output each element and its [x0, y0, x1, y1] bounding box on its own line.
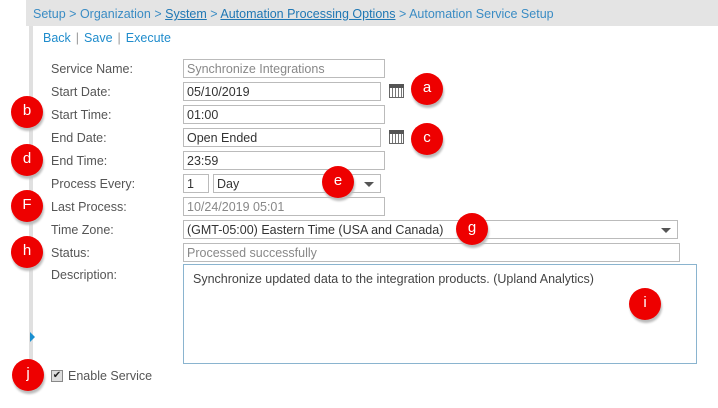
start-date-field[interactable]: 05/10/2019 [183, 82, 381, 101]
breadcrumb-setup: Setup [33, 7, 66, 21]
last-process-label: Last Process: [51, 200, 127, 214]
end-time-label: End Time: [51, 154, 108, 168]
process-every-unit-value: Day [217, 177, 240, 191]
breadcrumb-bar [26, 0, 718, 26]
breadcrumb-organization: Organization [79, 7, 151, 21]
callout-a: a [411, 73, 443, 105]
callout-c: c [411, 123, 443, 155]
breadcrumb-automation-processing-options-link[interactable]: Automation Processing Options [220, 7, 396, 21]
callout-i: i [629, 288, 661, 320]
enable-service-label: Enable Service [68, 369, 153, 383]
expand-arrow-icon[interactable] [30, 332, 35, 342]
action-bar: Back | Save | Execute [43, 31, 171, 45]
action-separator: | [117, 31, 121, 45]
start-time-label: Start Time: [51, 108, 112, 122]
description-textarea[interactable]: Synchronize updated data to the integrat… [183, 264, 697, 364]
service-name-label: Service Name: [51, 62, 133, 76]
callout-b: b [11, 96, 43, 128]
end-time-field[interactable]: 23:59 [183, 151, 385, 170]
breadcrumb-system-link[interactable]: System [165, 7, 207, 21]
process-every-count-field[interactable]: 1 [183, 174, 209, 193]
action-separator: | [75, 31, 80, 45]
start-time-field[interactable]: 01:00 [183, 105, 385, 124]
callout-h: h [11, 236, 43, 268]
callout-j: j [12, 359, 44, 391]
last-process-field: 10/24/2019 05:01 [183, 197, 385, 216]
calendar-icon[interactable] [389, 130, 404, 144]
start-date-label: Start Date: [51, 85, 111, 99]
save-link[interactable]: Save [84, 31, 113, 45]
breadcrumb-separator: > [210, 7, 218, 21]
time-zone-value: (GMT-05:00) Eastern Time (USA and Canada… [187, 223, 444, 237]
breadcrumb-separator: > [398, 7, 407, 21]
callout-f: F [11, 190, 43, 222]
back-link[interactable]: Back [43, 31, 71, 45]
execute-link[interactable]: Execute [125, 31, 171, 45]
breadcrumb-separator: > [154, 7, 162, 21]
breadcrumb: Setup > Organization > System > Automati… [33, 7, 554, 21]
calendar-icon[interactable] [389, 84, 404, 98]
end-date-field[interactable]: Open Ended [183, 128, 381, 147]
process-every-label: Process Every: [51, 177, 136, 191]
callout-g: g [456, 213, 488, 245]
status-label: Status: [51, 246, 90, 260]
breadcrumb-current: Automation Service Setup [409, 7, 554, 21]
enable-service-checkbox[interactable]: ✔ [51, 370, 63, 382]
status-field: Processed successfully [183, 243, 680, 262]
callout-e: e [322, 166, 354, 198]
description-label: Description: [51, 268, 117, 282]
callout-d: d [11, 144, 43, 176]
time-zone-label: Time Zone: [51, 223, 114, 237]
end-date-label: End Date: [51, 131, 107, 145]
process-every-unit-select[interactable]: Day [213, 174, 381, 193]
service-name-field[interactable]: Synchronize Integrations [183, 59, 385, 78]
breadcrumb-separator: > [69, 7, 77, 21]
time-zone-select[interactable]: (GMT-05:00) Eastern Time (USA and Canada… [183, 220, 678, 239]
